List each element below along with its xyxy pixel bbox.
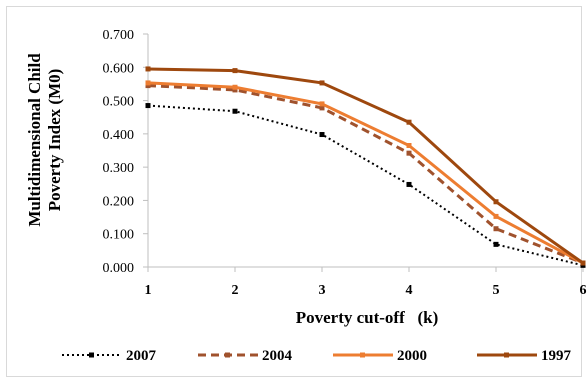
x-tick-label: 5	[493, 283, 500, 298]
legend-marker-2007	[89, 352, 94, 358]
x-tick-label: 6	[580, 283, 587, 298]
legend-label-2000: 2000	[397, 348, 427, 364]
data-point-1997	[406, 119, 412, 125]
data-point-1997	[319, 80, 325, 86]
chart-border	[6, 6, 582, 377]
y-axis-title-line1: Multidimensional Child	[25, 53, 44, 227]
series-line-1997	[147, 67, 584, 265]
legend-label-2007: 2007	[126, 348, 157, 364]
series-2007	[145, 103, 586, 268]
data-point-2000	[145, 80, 151, 86]
y-tick-label: 0.000	[103, 261, 135, 276]
series-line-2000	[147, 81, 584, 265]
data-point-2004	[406, 150, 412, 156]
data-point-2007	[406, 181, 412, 187]
legend-marker-2000	[360, 352, 365, 358]
data-point-2004	[232, 87, 238, 93]
data-point-2007	[232, 108, 238, 114]
data-point-2000	[493, 213, 499, 219]
series-1997	[145, 66, 586, 266]
y-tick-label: 0.500	[103, 95, 135, 110]
y-tick-label: 0.100	[103, 228, 135, 243]
x-tick-label: 2	[232, 283, 239, 298]
x-tick-label: 1	[145, 283, 152, 298]
data-point-2004	[145, 83, 151, 89]
data-point-2007	[319, 132, 325, 138]
data-point-1997	[232, 68, 238, 74]
data-point-1997	[145, 66, 151, 72]
series-2000	[145, 80, 586, 266]
x-tick-label: 3	[319, 283, 326, 298]
data-point-1997	[493, 199, 499, 205]
y-tick-label: 0.400	[103, 128, 135, 143]
data-point-2000	[406, 143, 412, 149]
data-point-2000	[232, 84, 238, 90]
x-axis-title: Poverty cut-off (k)	[296, 308, 439, 327]
data-point-2004	[319, 105, 325, 111]
y-tick-label: 0.700	[103, 28, 135, 43]
data-point-2007	[493, 241, 499, 247]
data-point-2004	[493, 226, 499, 232]
y-axis-title-line2: Poverty Index (M0)	[45, 69, 64, 212]
legend-marker-2004	[225, 352, 230, 358]
legend-label-1997: 1997	[541, 348, 572, 364]
series-2004	[145, 83, 586, 266]
x-tick-label: 4	[406, 283, 413, 298]
y-tick-label: 0.600	[103, 61, 135, 76]
y-tick-label: 0.300	[103, 161, 135, 176]
y-tick-label: 0.200	[103, 194, 135, 209]
data-point-2000	[319, 101, 325, 107]
data-point-1997	[580, 260, 586, 266]
series-line-2004	[147, 84, 584, 265]
legend-label-2004: 2004	[262, 348, 293, 364]
data-point-2007	[145, 103, 151, 109]
legend-marker-1997	[504, 352, 509, 358]
